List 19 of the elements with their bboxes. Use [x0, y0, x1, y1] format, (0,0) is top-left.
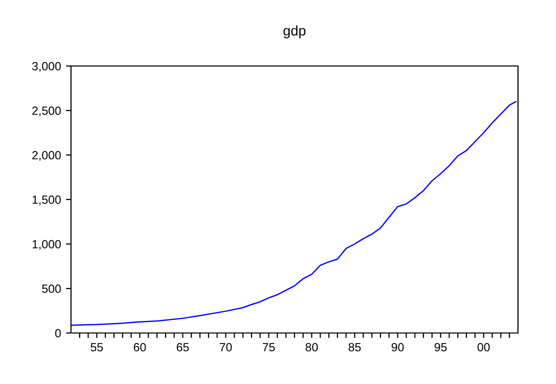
y-tick-label: 2,500: [32, 106, 61, 116]
line-series: [71, 100, 516, 326]
x-tick-label: 75: [262, 343, 275, 352]
x-tick-label: 70: [220, 343, 232, 352]
chart-title: gdp: [284, 25, 306, 38]
x-tick-label: 80: [306, 343, 318, 352]
x-tick-label: 90: [392, 343, 404, 352]
y-tick-label: 3,000: [32, 62, 61, 72]
x-tick-label: 65: [176, 343, 189, 352]
y-tick-label: 500: [42, 284, 61, 293]
x-tick-label: 55: [90, 343, 103, 352]
x-tick-label: 85: [348, 343, 361, 352]
y-tick-label: 2,000: [32, 151, 61, 161]
x-tick-label: 60: [134, 343, 146, 352]
x-tick-label: 95: [434, 343, 447, 352]
y-tick-label: 1,500: [32, 196, 61, 206]
y-tick-label: 0: [55, 329, 61, 338]
x-tick-label: 00: [478, 343, 490, 352]
y-tick-label: 1,000: [32, 240, 61, 250]
